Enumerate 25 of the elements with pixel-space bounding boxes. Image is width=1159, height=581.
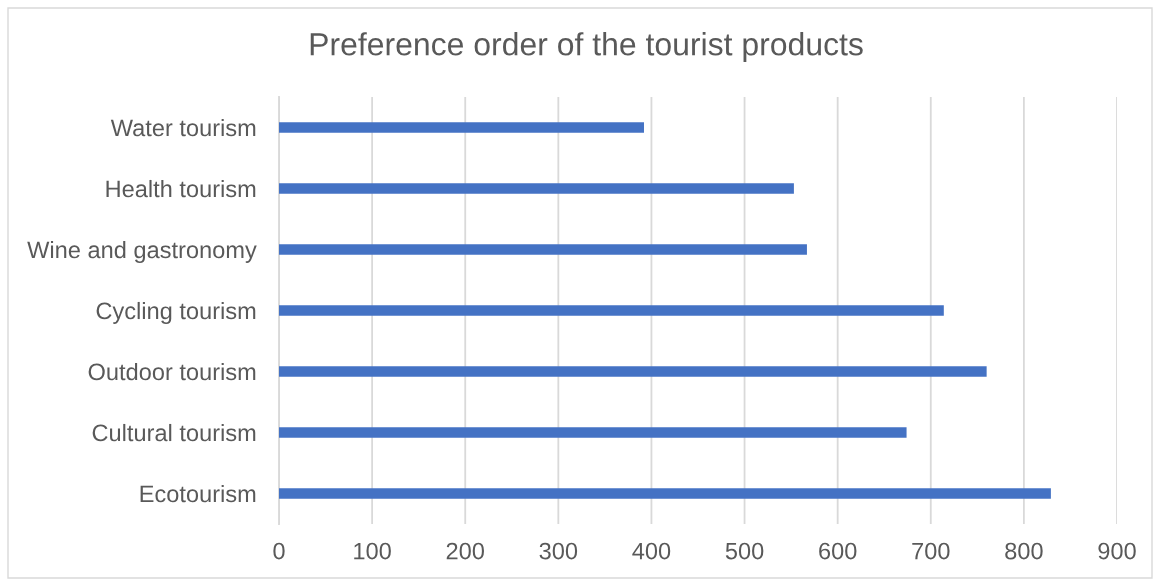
x-tick-label: 200 <box>446 542 484 560</box>
bar <box>279 427 907 438</box>
x-tick-label: 100 <box>354 542 391 560</box>
y-tick-label: Outdoor tourism <box>88 362 256 381</box>
x-tick-label: 500 <box>725 542 764 560</box>
bar <box>279 488 1051 499</box>
bar <box>279 366 987 377</box>
x-tick-label: 600 <box>819 542 857 560</box>
y-tick-label: Cultural tourism <box>92 423 256 442</box>
bar <box>279 244 807 255</box>
bar <box>279 305 944 316</box>
x-tick-label: 0 <box>273 542 285 560</box>
bar <box>279 122 644 133</box>
bar <box>279 183 794 194</box>
x-tick-label: 300 <box>539 542 578 560</box>
x-tick-label: 900 <box>1098 542 1136 560</box>
x-tick-label: 800 <box>1005 542 1043 560</box>
x-tick-label: 700 <box>912 542 950 560</box>
chart-title: Preference order of the tourist products <box>310 32 863 62</box>
y-tick-label: Ecotourism <box>140 484 256 503</box>
y-tick-label: Health tourism <box>106 179 256 198</box>
x-tick-label: 400 <box>632 542 671 560</box>
y-tick-label: Wine and gastronomy <box>27 240 257 263</box>
y-tick-label: Cycling tourism <box>96 301 256 324</box>
y-tick-label: Water tourism <box>110 118 256 137</box>
